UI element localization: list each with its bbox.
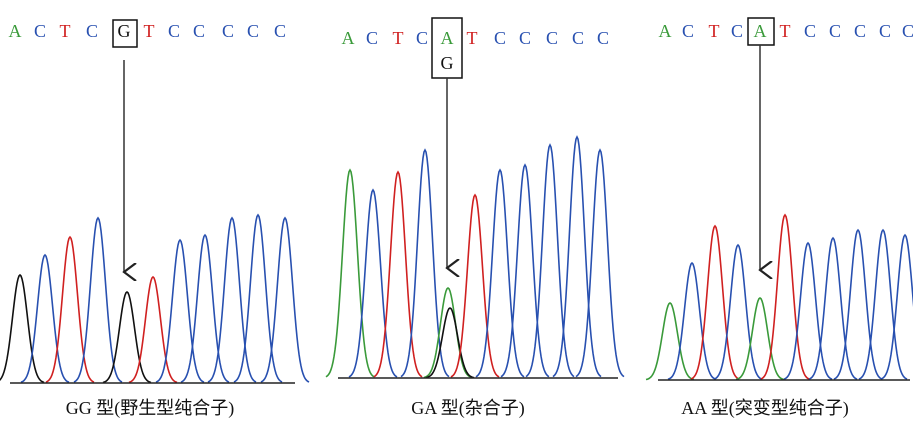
figure: ACTCGTCCCCCGG 型(野生型纯合子)ACTCATCCCCCGGA 型(… (0, 0, 913, 421)
trace-peak (0, 275, 44, 382)
base-call: C (247, 21, 259, 41)
base-call: C (494, 28, 506, 48)
trace-peak (646, 303, 694, 380)
base-call: C (274, 21, 286, 41)
base-call: C (34, 21, 46, 41)
base-call: C (879, 21, 891, 41)
base-call: A (441, 28, 454, 48)
base-call: A (754, 21, 767, 41)
base-call: T (780, 21, 791, 41)
base-call: T (709, 21, 720, 41)
base-call: C (829, 21, 841, 41)
base-call: C (519, 28, 531, 48)
base-call: C (168, 21, 180, 41)
caption: GG 型(野生型纯合子) (66, 398, 235, 419)
base-call: C (682, 21, 694, 41)
base-call: C (546, 28, 558, 48)
base-call: C (731, 21, 743, 41)
caption: AA 型(突变型纯合子) (681, 398, 849, 419)
trace-peak (451, 195, 499, 377)
base-call: C (854, 21, 866, 41)
base-call: A (9, 21, 22, 41)
trace-peak (761, 215, 809, 379)
base-call: A (342, 28, 355, 48)
trace-peak (736, 298, 784, 380)
caption: GA 型(杂合子) (411, 398, 525, 419)
base-call: G (118, 21, 131, 41)
trace-peak (553, 137, 601, 377)
base-call: C (416, 28, 428, 48)
trace-peak (156, 240, 204, 382)
trace-peak (326, 170, 374, 377)
base-call: C (572, 28, 584, 48)
base-call: A (659, 21, 672, 41)
base-call: C (222, 21, 234, 41)
base-call: T (60, 21, 71, 41)
base-call: C (597, 28, 609, 48)
base-call: T (144, 21, 155, 41)
secondary-base: G (441, 53, 454, 73)
base-call: T (393, 28, 404, 48)
base-call: C (804, 21, 816, 41)
base-call: T (467, 28, 478, 48)
trace-peak (261, 218, 309, 382)
base-call: C (902, 21, 913, 41)
base-call: C (193, 21, 205, 41)
base-call: C (366, 28, 378, 48)
trace-peak (576, 150, 624, 377)
base-call: C (86, 21, 98, 41)
